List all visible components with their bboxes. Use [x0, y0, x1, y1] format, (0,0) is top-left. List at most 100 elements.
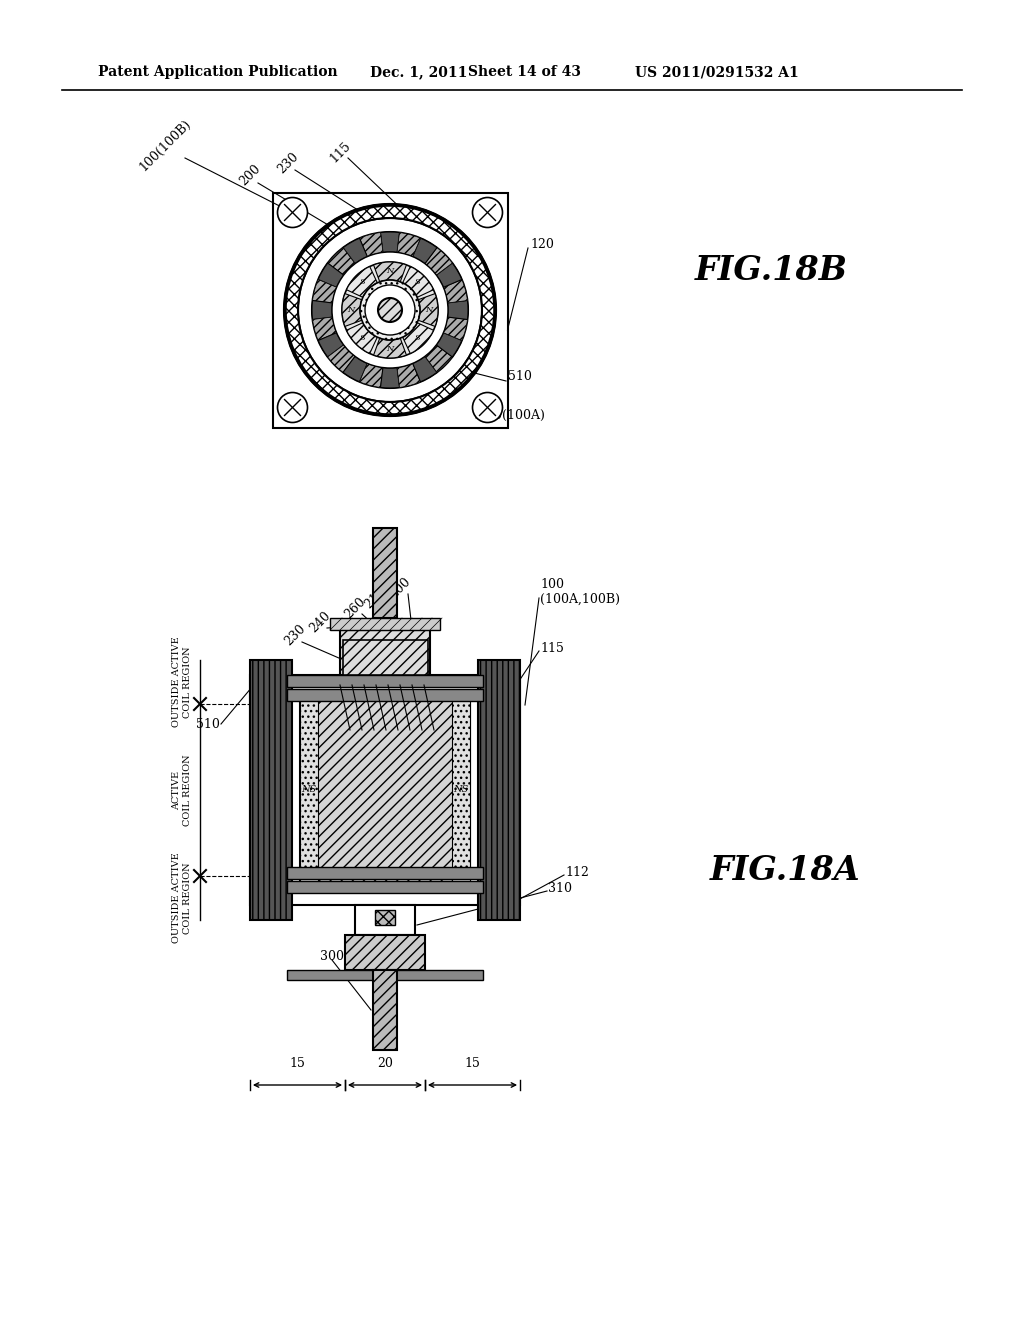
Circle shape — [378, 298, 402, 322]
Text: 100
(100A,100B): 100 (100A,100B) — [540, 578, 620, 606]
Text: 510: 510 — [197, 718, 220, 730]
Circle shape — [472, 392, 503, 422]
Bar — [250, 660, 292, 920]
Text: 115: 115 — [540, 642, 564, 655]
Text: 115: 115 — [327, 139, 353, 165]
Wedge shape — [312, 280, 337, 302]
Wedge shape — [413, 238, 437, 264]
Wedge shape — [418, 293, 438, 326]
Wedge shape — [443, 280, 467, 302]
Circle shape — [312, 232, 468, 388]
Text: 510: 510 — [508, 371, 531, 384]
Bar — [373, 528, 397, 618]
Bar — [330, 618, 440, 630]
Bar — [478, 660, 520, 920]
Circle shape — [285, 205, 495, 414]
Bar — [345, 935, 425, 970]
Circle shape — [472, 198, 503, 227]
Bar — [373, 970, 397, 1049]
Text: 230: 230 — [282, 622, 308, 648]
Text: 230: 230 — [275, 150, 301, 176]
Bar — [375, 909, 395, 925]
Wedge shape — [328, 248, 355, 275]
Text: US 2011/0291532 A1: US 2011/0291532 A1 — [635, 65, 799, 79]
Text: OUTSIDE ACTIVE
COIL REGION: OUTSIDE ACTIVE COIL REGION — [172, 853, 191, 944]
Text: ACTIVE
COIL REGION: ACTIVE COIL REGION — [172, 754, 191, 826]
Text: S: S — [415, 279, 421, 286]
Text: Dec. 1, 2011: Dec. 1, 2011 — [370, 65, 467, 79]
Wedge shape — [381, 232, 399, 252]
Bar — [250, 675, 520, 906]
Text: N: N — [347, 306, 354, 314]
Text: 120: 120 — [530, 238, 554, 251]
Circle shape — [298, 218, 482, 403]
Text: 100(100B): 100(100B) — [136, 116, 194, 173]
Wedge shape — [346, 267, 377, 297]
Text: 112: 112 — [565, 866, 589, 879]
Wedge shape — [402, 267, 433, 297]
Text: 300: 300 — [319, 949, 344, 962]
Bar — [287, 689, 483, 701]
Text: N: N — [386, 345, 393, 352]
Circle shape — [278, 392, 307, 422]
Wedge shape — [443, 317, 467, 341]
Circle shape — [365, 285, 415, 335]
Text: 310: 310 — [548, 882, 572, 895]
Text: 200: 200 — [237, 162, 263, 187]
Text: NS: NS — [454, 785, 469, 795]
Wedge shape — [374, 261, 407, 281]
Text: Patent Application Publication: Patent Application Publication — [98, 65, 338, 79]
Text: FIG.18A: FIG.18A — [710, 854, 860, 887]
Wedge shape — [359, 363, 383, 387]
Bar — [287, 867, 483, 879]
Text: 200: 200 — [387, 576, 413, 601]
Wedge shape — [447, 301, 468, 319]
Wedge shape — [397, 363, 421, 387]
Wedge shape — [312, 301, 333, 319]
Text: 240: 240 — [307, 609, 333, 635]
Text: S: S — [359, 334, 366, 342]
Wedge shape — [425, 248, 453, 275]
Text: Sheet 14 of 43: Sheet 14 of 43 — [468, 65, 581, 79]
Wedge shape — [328, 345, 355, 372]
Wedge shape — [318, 333, 344, 356]
Wedge shape — [425, 345, 453, 372]
Wedge shape — [359, 232, 383, 256]
Wedge shape — [374, 338, 407, 358]
Text: 20: 20 — [377, 1057, 393, 1071]
Wedge shape — [346, 322, 377, 354]
Text: S: S — [415, 334, 421, 342]
Bar — [342, 640, 427, 675]
Circle shape — [278, 198, 307, 227]
Wedge shape — [318, 263, 344, 288]
Bar — [272, 193, 508, 428]
Text: N: N — [425, 306, 433, 314]
Wedge shape — [343, 238, 368, 264]
Wedge shape — [343, 356, 368, 381]
Circle shape — [360, 280, 420, 341]
Circle shape — [332, 252, 449, 368]
Text: FIG.18B: FIG.18B — [695, 253, 848, 286]
Wedge shape — [402, 322, 433, 354]
Text: NS: NS — [301, 785, 316, 795]
Bar — [340, 630, 430, 675]
Bar — [287, 880, 483, 894]
Wedge shape — [436, 333, 462, 356]
Wedge shape — [342, 293, 361, 326]
Bar — [355, 906, 415, 935]
Bar — [452, 693, 470, 887]
Text: OUTSIDE ACTIVE
COIL REGION: OUTSIDE ACTIVE COIL REGION — [172, 636, 191, 727]
Bar — [300, 693, 470, 887]
Text: 15: 15 — [290, 1057, 305, 1071]
Wedge shape — [413, 356, 437, 381]
Wedge shape — [381, 367, 399, 388]
Wedge shape — [397, 232, 421, 256]
Bar — [300, 693, 318, 887]
Text: 260: 260 — [342, 595, 368, 620]
Bar — [287, 675, 483, 686]
Text: 100(100A): 100(100A) — [478, 408, 545, 421]
Wedge shape — [436, 263, 462, 288]
Text: 15: 15 — [465, 1057, 480, 1071]
Text: N: N — [386, 267, 393, 275]
Text: 210: 210 — [361, 585, 388, 611]
